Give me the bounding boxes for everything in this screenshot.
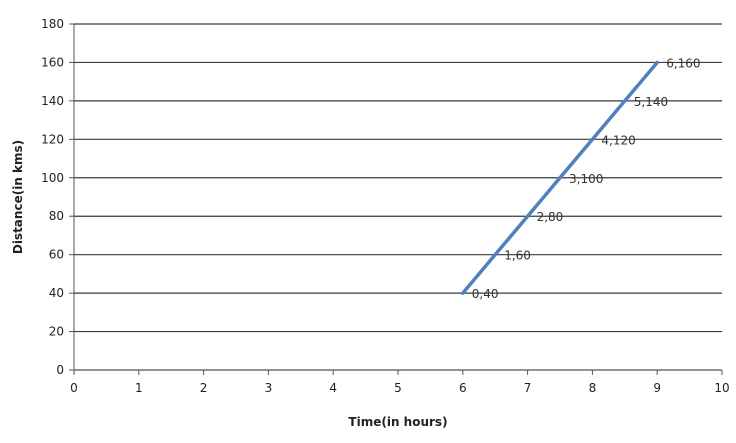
y-tick-label-9: 180 [41,17,64,31]
y-tick-label-2: 40 [49,286,64,300]
x-tick-label-6: 6 [459,381,467,395]
x-axis-title: Time(in hours) [348,415,447,429]
data-label-6: 6,160 [666,56,700,70]
data-labels: 0,40 1,60 2,80 3,100 4,120 5,140 6,160 [472,56,701,301]
x-tick-label-9: 9 [653,381,661,395]
y-tick-label-6: 120 [41,132,64,146]
data-label-2: 2,80 [537,210,564,224]
data-label-4: 4,120 [601,133,635,147]
data-label-0: 0,40 [472,287,499,301]
grid-lines [74,23,722,333]
y-tick-label-3: 60 [49,248,64,262]
x-tick-label-7: 7 [524,381,532,395]
y-tick-label-7: 140 [41,94,64,108]
y-tick-label-0: 0 [56,363,64,377]
data-label-3: 3,100 [569,172,603,186]
x-tick-label-5: 5 [394,381,402,395]
x-tick-label-4: 4 [329,381,337,395]
y-tick-label-1: 20 [49,325,64,339]
x-tick-label-0: 0 [70,381,78,395]
y-tick-label-5: 100 [41,171,64,185]
x-tick-label-2: 2 [200,381,208,395]
x-tick-label-1: 1 [135,381,143,395]
data-label-1: 1,60 [504,249,531,263]
y-axis-title: Distance(in kms) [11,140,25,254]
tick-labels: 0 20 40 60 80 100 120 140 160 180 0 1 2 3 4 5 6 7 8 9 10 [41,17,730,395]
data-label-5: 5,140 [634,95,668,109]
x-tick-label-10: 10 [714,381,729,395]
x-tick-label-3: 3 [265,381,273,395]
x-tick-label-8: 8 [589,381,597,395]
axes [69,23,723,375]
y-tick-label-4: 80 [49,209,64,223]
series-lines [461,60,659,295]
y-tick-label-8: 160 [41,55,64,69]
